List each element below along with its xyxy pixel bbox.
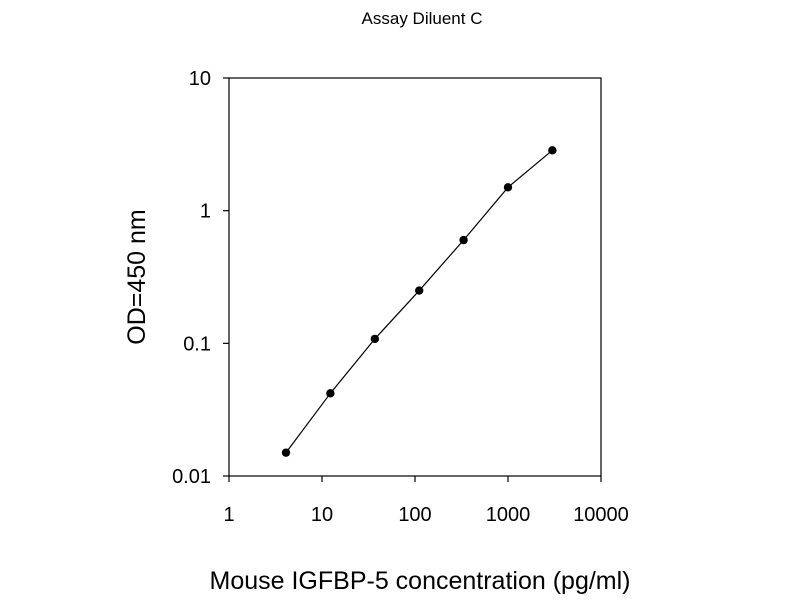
- y-tick-label: 0.01: [172, 466, 211, 488]
- x-axis-ticks: 1 10 100 1000 10000: [223, 476, 629, 526]
- series-line: [285, 149, 553, 453]
- x-axis-label: Mouse IGFBP-5 concentration (pg/ml): [210, 567, 631, 595]
- data-point: [503, 183, 513, 192]
- x-tick-label: 10: [311, 504, 333, 526]
- x-tick-label: 10000: [573, 504, 629, 526]
- data-point: [415, 286, 424, 295]
- data-point: [548, 146, 557, 155]
- data-point: [459, 235, 468, 245]
- series-layer: [281, 146, 557, 457]
- y-tick-label: 10: [189, 68, 211, 90]
- plot-frame: [228, 77, 602, 477]
- data-point: [370, 334, 380, 344]
- y-tick-label: 0.1: [183, 333, 211, 355]
- data-point: [281, 448, 291, 457]
- x-tick-label: 1000: [486, 504, 531, 526]
- x-tick-label: 100: [398, 504, 431, 526]
- y-axis-ticks: 0.01 0.1 1 10: [172, 68, 229, 488]
- x-tick-label: 1: [223, 504, 234, 526]
- y-tick-label: 1: [200, 201, 211, 223]
- y-axis-label: OD=450 nm: [123, 209, 151, 345]
- chart-title: Assay Diluent C: [362, 9, 483, 28]
- data-point: [326, 389, 335, 398]
